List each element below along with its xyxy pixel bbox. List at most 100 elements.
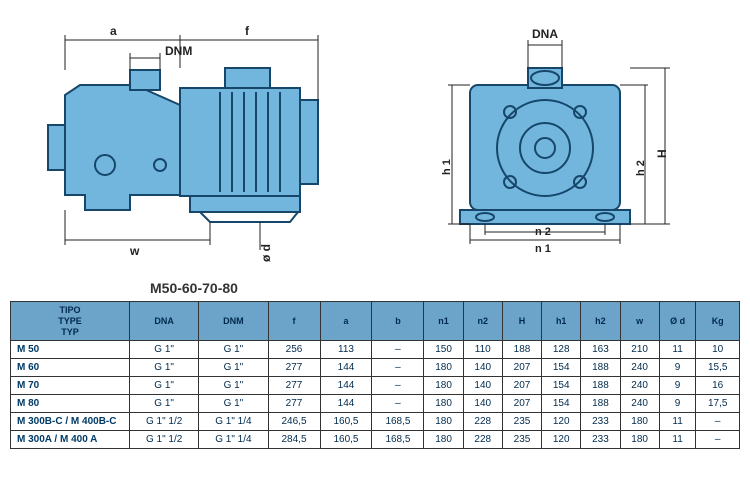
table-cell: 207 — [502, 395, 541, 413]
table-cell: 163 — [581, 341, 620, 359]
table-cell: 9 — [659, 377, 696, 395]
table-cell: G 1" 1/4 — [199, 431, 268, 449]
table-cell: 207 — [502, 377, 541, 395]
table-cell: 277 — [268, 395, 320, 413]
table-cell: G 1" — [199, 377, 268, 395]
table-row: M 50G 1"G 1"256113–150110188128163210111… — [11, 341, 740, 359]
table-cell: 188 — [502, 341, 541, 359]
table-cell: G 1" — [199, 395, 268, 413]
table-row: M 300A / M 400 AG 1" 1/2G 1" 1/4284,5160… — [11, 431, 740, 449]
label-w: w — [129, 244, 140, 258]
table-cell: 277 — [268, 359, 320, 377]
table-cell: 113 — [320, 341, 372, 359]
table-cell: 188 — [581, 359, 620, 377]
label-n1: n 1 — [535, 243, 551, 255]
table-cell: 144 — [320, 359, 372, 377]
table-cell: 256 — [268, 341, 320, 359]
label-h1: h 1 — [441, 159, 453, 175]
label-dna: DNA — [532, 27, 558, 41]
table-cell: 233 — [581, 413, 620, 431]
table-cell: – — [372, 395, 424, 413]
table-cell: – — [696, 431, 740, 449]
table-cell: 110 — [463, 341, 502, 359]
col-header: a — [320, 302, 372, 341]
table-cell: 277 — [268, 377, 320, 395]
table-cell: – — [372, 359, 424, 377]
table-cell: 9 — [659, 395, 696, 413]
table-cell: M 300A / M 400 A — [11, 431, 130, 449]
table-cell: 207 — [502, 359, 541, 377]
table-cell: 16 — [696, 377, 740, 395]
table-cell: 17,5 — [696, 395, 740, 413]
table-cell: – — [372, 341, 424, 359]
table-cell: G 1" 1/4 — [199, 413, 268, 431]
table-cell: 233 — [581, 431, 620, 449]
table-cell: G 1" — [130, 395, 199, 413]
table-cell: 11 — [659, 413, 696, 431]
col-header: TIPOTYPETYP — [11, 302, 130, 341]
col-header: n1 — [424, 302, 463, 341]
label-h2: h 2 — [635, 160, 647, 176]
table-cell: 150 — [424, 341, 463, 359]
table-cell: – — [372, 377, 424, 395]
table-cell: 180 — [620, 431, 659, 449]
col-header: h2 — [581, 302, 620, 341]
table-cell: 168,5 — [372, 431, 424, 449]
table-title: M50-60-70-80 — [150, 280, 740, 296]
pump-diagram: a f DNM w ø d — [10, 10, 740, 270]
table-cell: 180 — [620, 413, 659, 431]
table-row: M 80G 1"G 1"277144–180140207154188240917… — [11, 395, 740, 413]
col-header: DNA — [130, 302, 199, 341]
col-header: n2 — [463, 302, 502, 341]
table-cell: 240 — [620, 395, 659, 413]
label-od: ø d — [259, 244, 273, 262]
dimensions-table: TIPOTYPETYPDNADNMfabn1n2Hh1h2wØ dKg M 50… — [10, 301, 740, 449]
col-header: DNM — [199, 302, 268, 341]
table-cell: 120 — [542, 413, 581, 431]
table-cell: 154 — [542, 395, 581, 413]
table-cell: 144 — [320, 395, 372, 413]
table-cell: 9 — [659, 359, 696, 377]
table-cell: 210 — [620, 341, 659, 359]
table-cell: 240 — [620, 359, 659, 377]
col-header: Kg — [696, 302, 740, 341]
table-cell: 188 — [581, 395, 620, 413]
label-n2: n 2 — [535, 226, 551, 238]
label-H: H — [655, 149, 669, 158]
table-cell: 180 — [424, 377, 463, 395]
col-header: H — [502, 302, 541, 341]
table-cell: 154 — [542, 377, 581, 395]
table-row: M 300B-C / M 400B-CG 1" 1/2G 1" 1/4246,5… — [11, 413, 740, 431]
table-cell: 188 — [581, 377, 620, 395]
col-header: b — [372, 302, 424, 341]
col-header: w — [620, 302, 659, 341]
table-cell: 154 — [542, 359, 581, 377]
table-cell: 120 — [542, 431, 581, 449]
table-row: M 60G 1"G 1"277144–180140207154188240915… — [11, 359, 740, 377]
table-cell: 11 — [659, 341, 696, 359]
table-cell: 284,5 — [268, 431, 320, 449]
table-cell: 180 — [424, 431, 463, 449]
table-cell: G 1" — [130, 359, 199, 377]
table-cell: G 1" — [199, 341, 268, 359]
label-dnm: DNM — [165, 44, 192, 58]
table-cell: M 70 — [11, 377, 130, 395]
table-cell: M 60 — [11, 359, 130, 377]
table-cell: M 300B-C / M 400B-C — [11, 413, 130, 431]
table-cell: 140 — [463, 359, 502, 377]
col-header: f — [268, 302, 320, 341]
label-a: a — [110, 24, 117, 38]
table-cell: 180 — [424, 359, 463, 377]
table-cell: 228 — [463, 413, 502, 431]
table-cell: G 1" 1/2 — [130, 413, 199, 431]
table-cell: G 1" 1/2 — [130, 431, 199, 449]
table-cell: 180 — [424, 413, 463, 431]
table-cell: 228 — [463, 431, 502, 449]
table-cell: 10 — [696, 341, 740, 359]
table-cell: – — [696, 413, 740, 431]
table-cell: 144 — [320, 377, 372, 395]
table-cell: G 1" — [130, 377, 199, 395]
table-cell: M 50 — [11, 341, 130, 359]
table-cell: G 1" — [130, 341, 199, 359]
table-row: M 70G 1"G 1"277144–180140207154188240916 — [11, 377, 740, 395]
